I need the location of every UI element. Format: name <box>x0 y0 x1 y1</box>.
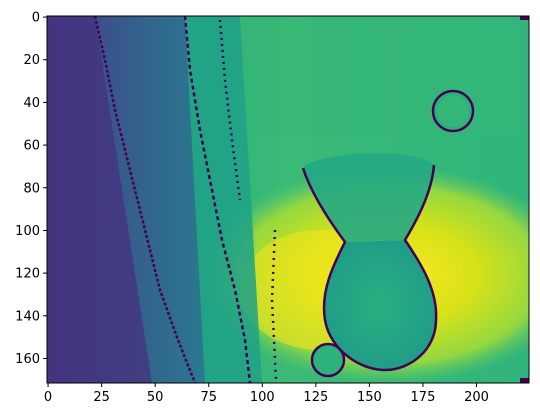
x-tick-label: 25 <box>93 390 110 405</box>
x-tick-label: 200 <box>464 390 489 405</box>
y-tick-label: 20 <box>23 53 40 68</box>
y-tick-label: 0 <box>32 11 40 26</box>
vase-neck <box>303 153 434 242</box>
y-tick-label: 60 <box>23 139 40 154</box>
x-tick-label: 150 <box>357 390 382 405</box>
x-tick-label: 175 <box>411 390 436 405</box>
x-tick-label: 100 <box>250 390 275 405</box>
x-tick-label: 75 <box>200 390 217 405</box>
y-tick-label: 140 <box>15 309 40 324</box>
y-tick-label: 100 <box>15 224 40 239</box>
y-tick-label: 40 <box>23 96 40 111</box>
heatmap-image <box>47 16 529 383</box>
x-axis: 0 25 50 75 100 125 150 175 200 <box>44 383 489 405</box>
teal-band <box>185 16 262 383</box>
y-tick-label: 160 <box>15 352 40 367</box>
edge-lines <box>93 16 438 383</box>
x-tick-label: 125 <box>303 390 328 405</box>
axes-frame <box>46 15 530 384</box>
y-axis: 0 20 40 60 80 100 120 140 160 <box>15 11 47 367</box>
y-tick-label: 80 <box>23 181 40 196</box>
x-tick-label: 0 <box>44 390 52 405</box>
y-tick-label: 120 <box>15 267 40 282</box>
x-tick-label: 50 <box>147 390 164 405</box>
vase-bulb <box>324 240 437 370</box>
small-ring <box>431 89 475 133</box>
small-disc <box>310 342 346 378</box>
